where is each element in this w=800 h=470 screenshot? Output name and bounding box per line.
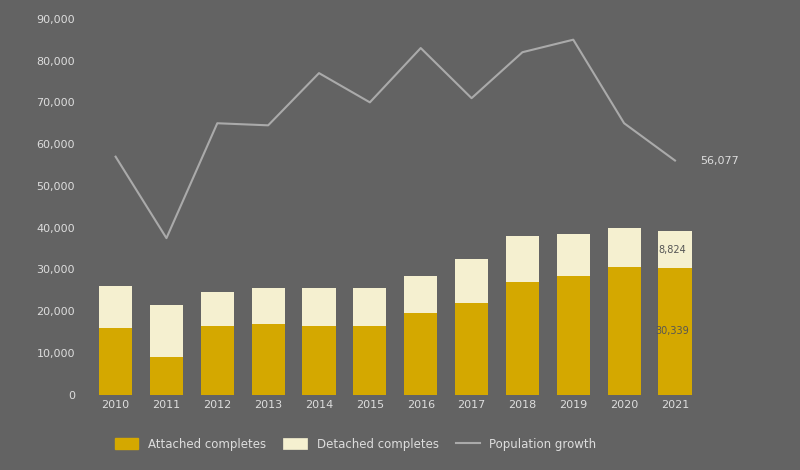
Text: 8,824: 8,824 xyxy=(658,244,686,255)
Bar xyxy=(252,324,285,395)
Bar xyxy=(557,276,590,395)
Bar xyxy=(455,303,488,395)
Bar xyxy=(150,305,183,357)
Bar xyxy=(201,326,234,395)
Bar xyxy=(99,286,132,328)
Bar xyxy=(354,288,386,326)
Bar xyxy=(506,282,539,395)
Legend: Attached completes, Detached completes, Population growth: Attached completes, Detached completes, … xyxy=(109,432,602,456)
Bar xyxy=(506,236,539,282)
Text: 30,339: 30,339 xyxy=(655,327,690,337)
Bar xyxy=(455,259,488,303)
Bar xyxy=(201,292,234,326)
Bar xyxy=(404,313,438,395)
Bar xyxy=(252,288,285,324)
Bar xyxy=(302,288,335,326)
Bar xyxy=(99,328,132,395)
Bar xyxy=(302,326,335,395)
Bar xyxy=(354,326,386,395)
Bar xyxy=(658,268,691,395)
Bar xyxy=(607,267,641,395)
Bar xyxy=(557,234,590,276)
Text: 56,077: 56,077 xyxy=(701,156,739,165)
Bar xyxy=(404,276,438,313)
Bar xyxy=(150,357,183,395)
Bar xyxy=(607,227,641,267)
Bar xyxy=(658,231,691,268)
